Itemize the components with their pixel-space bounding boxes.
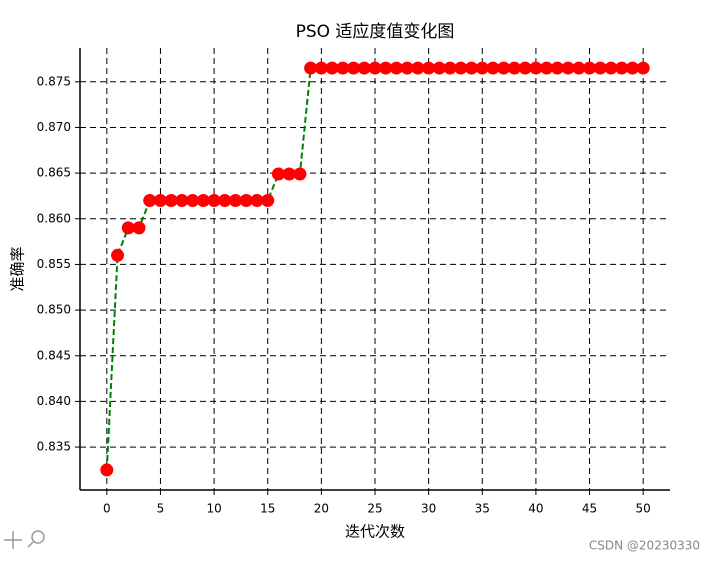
x-tick-label: 50	[636, 502, 651, 516]
watermark: CSDN @20230330	[589, 539, 700, 553]
x-tick-label: 40	[528, 502, 543, 516]
data-point	[454, 61, 468, 75]
data-point	[379, 61, 393, 75]
data-point	[282, 167, 296, 181]
x-tick-label: 0	[103, 502, 111, 516]
data-point	[507, 61, 521, 75]
data-point	[368, 61, 382, 75]
data-point	[465, 61, 479, 75]
x-tick-label: 15	[260, 502, 275, 516]
data-point	[229, 194, 243, 208]
data-point	[336, 61, 350, 75]
data-point	[497, 61, 511, 75]
data-point	[400, 61, 414, 75]
data-point	[196, 194, 210, 208]
data-point	[186, 194, 200, 208]
data-point	[529, 61, 543, 75]
data-point	[636, 61, 650, 75]
data-point	[143, 194, 157, 208]
x-tick-label: 20	[314, 502, 329, 516]
y-tick-label: 0.865	[37, 166, 71, 180]
data-point	[518, 61, 532, 75]
data-point	[325, 61, 339, 75]
data-point	[572, 61, 586, 75]
x-tick-label: 30	[421, 502, 436, 516]
data-point	[347, 61, 361, 75]
data-point	[250, 194, 264, 208]
x-tick-label: 25	[367, 502, 382, 516]
data-point	[271, 167, 285, 181]
data-point	[583, 61, 597, 75]
data-point	[111, 248, 125, 262]
data-point	[389, 61, 403, 75]
data-point	[100, 463, 114, 477]
y-tick-label: 0.835	[37, 440, 71, 454]
data-point	[164, 194, 178, 208]
data-point	[443, 61, 457, 75]
data-point	[625, 61, 639, 75]
data-point	[615, 61, 629, 75]
y-tick-label: 0.860	[37, 211, 71, 225]
data-point	[314, 61, 328, 75]
y-axis-label: 准确率	[9, 246, 27, 291]
data-point	[550, 61, 564, 75]
data-point	[218, 194, 232, 208]
data-point	[422, 61, 436, 75]
toolbar-icon[interactable]	[4, 530, 45, 549]
x-tick-label: 35	[475, 502, 490, 516]
data-point	[540, 61, 554, 75]
data-point	[239, 194, 253, 208]
data-point	[304, 61, 318, 75]
data-point	[411, 61, 425, 75]
x-tick-label: 10	[206, 502, 221, 516]
y-tick-label: 0.875	[37, 74, 71, 88]
y-tick-label: 0.850	[37, 303, 71, 317]
data-point	[175, 194, 189, 208]
y-tick-label: 0.870	[37, 120, 71, 134]
data-point	[475, 61, 489, 75]
data-point	[121, 221, 135, 235]
x-tick-label: 45	[582, 502, 597, 516]
data-point	[357, 61, 371, 75]
x-tick-label: 5	[157, 502, 165, 516]
data-point	[293, 167, 307, 181]
data-point	[604, 61, 618, 75]
data-point	[561, 61, 575, 75]
data-point	[153, 194, 167, 208]
y-tick-label: 0.845	[37, 348, 71, 362]
y-tick-label: 0.840	[37, 394, 71, 408]
data-point	[486, 61, 500, 75]
data-point	[432, 61, 446, 75]
data-point	[132, 221, 146, 235]
data-point	[593, 61, 607, 75]
data-point	[207, 194, 221, 208]
x-axis-label: 迭代次数	[345, 523, 405, 541]
data-point	[261, 194, 275, 208]
chart-title: PSO 适应度值变化图	[296, 22, 455, 42]
y-tick-label: 0.855	[37, 257, 71, 271]
